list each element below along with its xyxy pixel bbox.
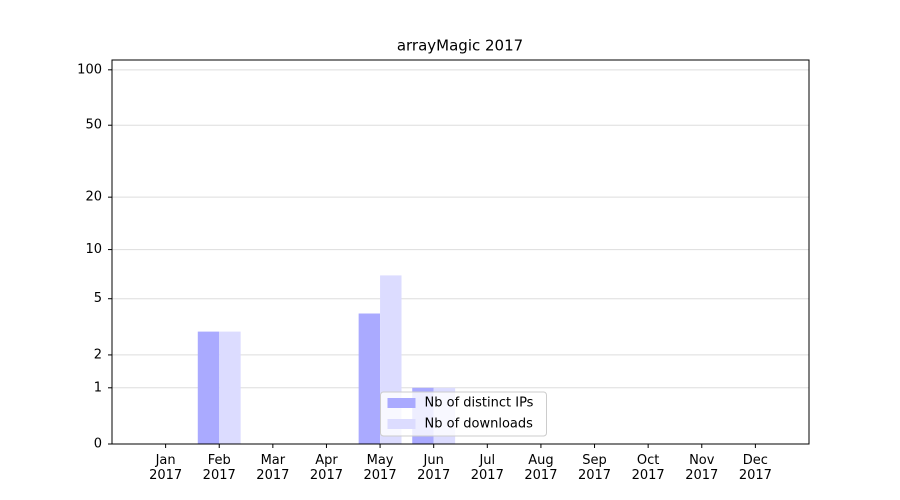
x-tick-label: Dec 2017 [738, 453, 772, 483]
y-tick-label: 50 [85, 118, 102, 133]
legend: Nb of distinct IPs Nb of downloads [380, 391, 547, 437]
bar [358, 313, 381, 444]
plot-frame [111, 59, 810, 445]
y-tick-label: 2 [94, 347, 102, 362]
y-tick-label: 5 [94, 291, 102, 306]
y-tick-label: 1 [94, 380, 102, 395]
y-tick-label: 100 [77, 62, 102, 77]
legend-label: Nb of downloads [425, 417, 534, 432]
chart-title: arrayMagic 2017 [397, 37, 523, 55]
x-tick-label: Oct 2017 [631, 453, 665, 483]
bar [197, 331, 220, 444]
x-tick-label: Aug 2017 [524, 453, 558, 483]
x-tick-label: May 2017 [363, 453, 397, 483]
y-tick-label: 10 [85, 242, 102, 257]
x-tick-label: Jul 2017 [470, 453, 504, 483]
x-tick-label: Mar 2017 [256, 453, 290, 483]
legend-swatch [387, 398, 416, 408]
legend-label: Nb of distinct IPs [425, 396, 534, 411]
legend-swatch [387, 419, 416, 429]
x-tick-label: Nov 2017 [685, 453, 719, 483]
x-tick-label: Apr 2017 [309, 453, 343, 483]
legend-box [380, 391, 547, 437]
x-tick-label: Feb 2017 [202, 453, 236, 483]
y-tick-label: 20 [85, 190, 102, 205]
x-tick-label: Sep 2017 [577, 453, 612, 483]
y-tick-label: 0 [94, 437, 102, 452]
x-tick-label: Jan 2017 [149, 453, 183, 483]
x-tick-label: Jun 2017 [417, 453, 451, 483]
bar [219, 331, 241, 444]
